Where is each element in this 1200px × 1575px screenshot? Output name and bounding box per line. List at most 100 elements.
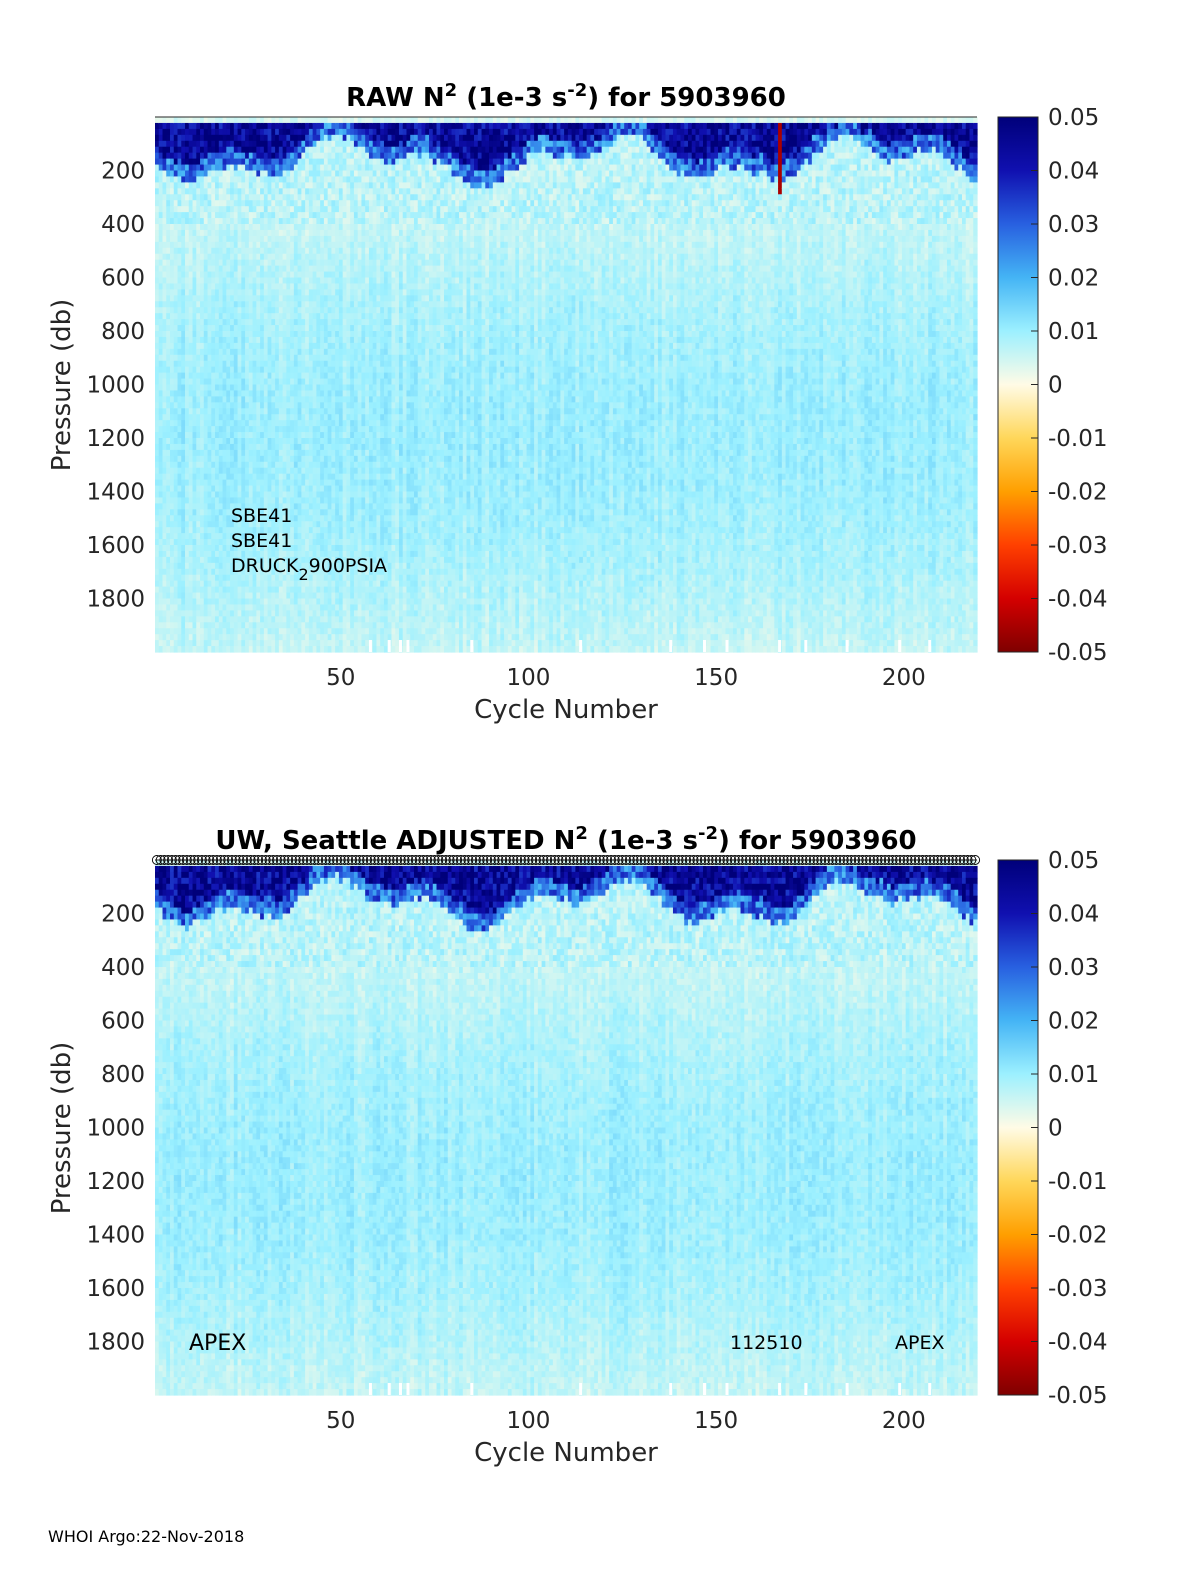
heatmap-cell (256, 313, 261, 320)
heatmap-cell (207, 604, 212, 611)
heatmap-cell (203, 342, 209, 350)
heatmap-cell (158, 646, 164, 653)
heatmap-cell (271, 372, 276, 380)
heatmap-cell (252, 319, 257, 326)
heatmap-cell (215, 313, 220, 320)
heatmap-cell (256, 354, 261, 362)
heatmap-cell (218, 146, 224, 154)
heatmap-cell (338, 443, 344, 451)
heatmap-cell (316, 277, 321, 285)
heatmap-cell (245, 539, 250, 546)
heatmap-cell (275, 568, 280, 576)
heatmap-cell (327, 218, 333, 225)
heatmap-cell (233, 509, 239, 516)
heatmap-cell (323, 604, 329, 611)
heatmap-cell (245, 556, 250, 564)
heatmap-cell (215, 515, 220, 522)
heatmap-cell (327, 319, 333, 326)
heatmap-cell (237, 438, 242, 445)
heatmap-cell (215, 521, 220, 528)
heatmap-cell (267, 229, 272, 237)
heatmap-cell (196, 390, 201, 397)
heatmap-cell (166, 277, 171, 285)
heatmap-cell (301, 628, 306, 635)
heatmap-cell (233, 229, 239, 237)
heatmap-cell (192, 117, 197, 124)
heatmap-cell (275, 592, 280, 600)
heatmap-cell (320, 212, 325, 219)
heatmap-cell (256, 509, 261, 516)
heatmap-cell (222, 152, 227, 160)
heatmap-cell (203, 241, 209, 249)
heatmap-cell (207, 479, 212, 487)
heatmap-cell (301, 622, 306, 629)
heatmap-cell (177, 176, 182, 183)
heatmap-cell (245, 366, 250, 374)
heatmap-cell (301, 556, 306, 564)
heatmap-cell (342, 200, 348, 207)
heatmap-cell (196, 122, 201, 130)
heatmap-cell (275, 182, 280, 189)
heatmap-cell (222, 574, 227, 582)
heatmap-cell (226, 491, 231, 499)
heatmap-cell (357, 170, 363, 178)
heatmap-cell (215, 176, 220, 183)
heatmap-cell (256, 158, 261, 166)
heatmap-cell (350, 295, 355, 302)
heatmap-cell (188, 259, 194, 267)
heatmap-cell (230, 325, 235, 332)
heatmap-cell (200, 497, 205, 504)
heatmap-cell (215, 420, 220, 427)
heatmap-cell (286, 568, 291, 576)
heatmap-cell (248, 539, 254, 546)
heatmap-cell (327, 188, 333, 195)
heatmap-cell (335, 342, 340, 350)
heatmap-cell (222, 295, 227, 302)
heatmap-cell (260, 366, 265, 374)
heatmap-cell (290, 146, 295, 154)
heatmap-cell (342, 420, 348, 427)
heatmap-cell (293, 259, 299, 267)
heatmap-cell (226, 229, 231, 237)
heatmap-cell (312, 117, 317, 124)
heatmap-cell (207, 218, 212, 225)
heatmap-cell (308, 128, 314, 136)
heatmap-cell (271, 408, 276, 415)
heatmap-cell (267, 408, 272, 415)
heatmap-cell (331, 491, 336, 499)
heatmap-cell (297, 229, 302, 237)
heatmap-cell (350, 194, 355, 201)
heatmap-cell (173, 188, 179, 195)
heatmap-cell (230, 188, 235, 195)
heatmap-cell (297, 622, 302, 629)
heatmap-cell (338, 247, 344, 255)
heatmap-cell (297, 182, 302, 189)
heatmap-cell (331, 218, 336, 225)
heatmap-cell (196, 319, 201, 326)
heatmap-cell (353, 509, 359, 516)
heatmap-cell (230, 503, 235, 510)
heatmap-cell (271, 604, 276, 611)
heatmap-cell (252, 235, 257, 243)
heatmap-cell (226, 646, 231, 653)
heatmap-cell (361, 289, 366, 296)
heatmap-cell (192, 218, 197, 225)
heatmap-cell (233, 176, 239, 183)
heatmap-cell (245, 479, 250, 487)
heatmap-cell (278, 200, 284, 207)
heatmap-cell (196, 503, 201, 510)
heatmap-cell (226, 616, 231, 623)
heatmap-cell (215, 253, 220, 261)
heatmap-cell (271, 241, 276, 249)
heatmap-cell (170, 265, 175, 273)
heatmap-cell (278, 253, 284, 261)
heatmap-cell (350, 604, 355, 611)
heatmap-cell (308, 473, 314, 481)
heatmap-cell (335, 206, 340, 213)
heatmap-cell (278, 408, 284, 415)
heatmap-cell (241, 200, 246, 207)
heatmap-cell (215, 574, 220, 582)
heatmap-cell (166, 146, 171, 154)
heatmap-cell (346, 277, 351, 285)
heatmap-cell (323, 467, 329, 475)
